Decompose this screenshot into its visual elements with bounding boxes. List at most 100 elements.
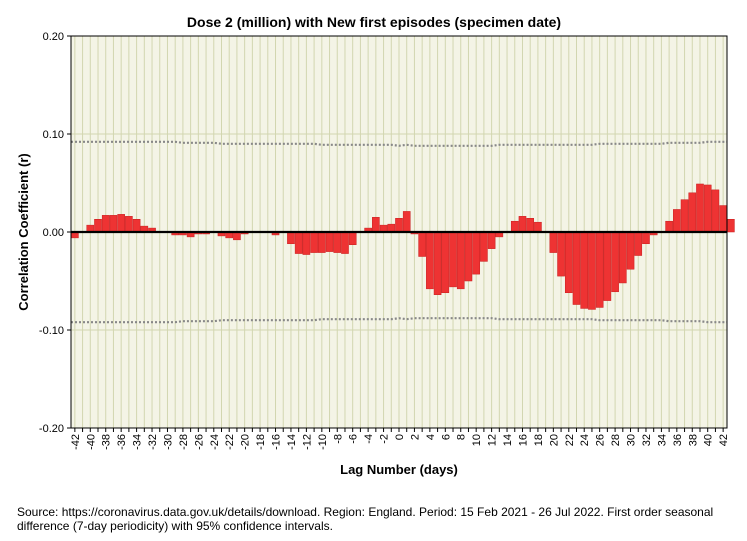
bar-lag--34 (132, 219, 141, 233)
bar-lag-41 (711, 189, 720, 233)
bar-lag-16 (518, 216, 527, 233)
bar-lag-4 (426, 231, 434, 290)
x-tick-label: -30 (162, 434, 174, 450)
bar-lag-22 (564, 231, 573, 294)
x-tick-label: 38 (687, 434, 699, 446)
bar-lag-7 (449, 231, 457, 288)
bar-lag-3 (418, 231, 426, 257)
x-tick-label: -18 (255, 434, 267, 450)
bar-lag-5 (433, 231, 442, 295)
upper-confidence-line (71, 140, 727, 147)
bar-lag-21 (557, 231, 565, 277)
x-tick-label: 16 (517, 434, 529, 446)
bar-lag-1 (402, 211, 411, 233)
x-tick-label: 30 (626, 434, 638, 446)
x-tick-label: 8 (456, 434, 468, 440)
x-tick-label: -26 (193, 434, 205, 450)
y-tick-label: 0.20 (43, 31, 64, 43)
correlogram-chart: Dose 2 (million) with New first episodes… (16, 14, 735, 477)
x-tick-label: -32 (147, 434, 159, 450)
bar-lag-36 (673, 209, 681, 233)
x-tick-label: 14 (502, 434, 514, 446)
x-tick-label: 2 (409, 434, 421, 440)
source-caption: Source: https://coronavirus.data.gov.uk/… (17, 505, 714, 533)
bar-lag--13 (294, 231, 303, 254)
bar-lag--1 (387, 223, 396, 233)
bar-lag-42 (719, 205, 727, 233)
x-tick-label: -42 (70, 434, 82, 450)
x-tick-label: -14 (286, 434, 298, 450)
bar-lag-11 (480, 231, 488, 262)
y-tick-label: -0.10 (39, 325, 64, 337)
x-axis-ticks: -42 -40 -38 -36 -34 -32 -30 -28 -26 -24 -22 -20 -18-… (70, 428, 730, 450)
x-tick-label: 34 (656, 434, 668, 446)
bar-lag-23 (572, 231, 581, 305)
x-tick-label: 20 (548, 434, 560, 446)
x-tick-label: -40 (85, 434, 97, 450)
x-tick-label: -24 (209, 434, 221, 450)
bar-lag--11 (310, 231, 318, 253)
bar-lag-32 (642, 231, 650, 245)
x-tick-label: -36 (116, 434, 128, 450)
bar-lag-39 (696, 183, 704, 233)
bar-lag--35 (125, 216, 133, 233)
bar-lag--7 (341, 231, 349, 254)
bar-lag--8 (333, 231, 342, 253)
bar-lag--6 (348, 231, 357, 245)
x-tick-label: 10 (471, 434, 483, 446)
bar-lag-17 (526, 218, 535, 233)
bar-lag-15 (510, 220, 519, 233)
bar-lag--36 (117, 214, 125, 233)
x-tick-label: -10 (317, 434, 329, 450)
x-tick-label: -12 (301, 434, 313, 450)
x-tick-label: 28 (610, 434, 622, 446)
x-tick-label: 18 (533, 434, 545, 446)
bar-lag-25 (588, 231, 596, 310)
x-tick-label: 42 (718, 434, 730, 446)
bar-lag--39 (94, 219, 102, 233)
bar-lag-27 (603, 231, 612, 301)
bar-lag-29 (619, 231, 627, 284)
bar-lag-40 (703, 184, 712, 233)
bar-lag-9 (464, 231, 473, 282)
bar-lag-0 (395, 218, 403, 233)
bar-lag--10 (318, 231, 326, 253)
x-tick-label: 32 (641, 434, 653, 446)
x-axis-label: Lag Number (days) (340, 462, 458, 477)
x-tick-label: 12 (487, 434, 499, 446)
bar-lag--3 (372, 217, 380, 233)
bar-lag--14 (287, 231, 295, 245)
bars (71, 183, 735, 310)
bar-lag-8 (456, 231, 465, 290)
x-tick-label: 40 (703, 434, 715, 446)
bar-lag--38 (101, 215, 110, 233)
x-tick-label: 36 (672, 434, 684, 446)
x-tick-label: -4 (363, 434, 375, 444)
bar-lag--21 (233, 231, 241, 241)
x-tick-label: 26 (595, 434, 607, 446)
x-tick-label: 24 (579, 434, 591, 446)
x-tick-label: -28 (178, 434, 190, 450)
bar-lag-20 (549, 231, 558, 253)
bar-lag-26 (595, 231, 604, 308)
y-tick-label: 0.00 (43, 227, 64, 239)
bar-lag-31 (634, 231, 643, 256)
x-tick-label: -8 (332, 434, 344, 444)
y-tick-label: 0.10 (43, 129, 64, 141)
x-tick-label: -34 (132, 434, 144, 450)
bar-lag-undefined (727, 219, 735, 233)
bar-lag-30 (626, 231, 635, 270)
bar-lag-18 (534, 221, 542, 233)
confidence-bands (71, 140, 727, 324)
x-tick-label: 6 (440, 434, 452, 440)
y-tick-label: -0.20 (39, 423, 64, 435)
x-tick-label: -2 (379, 434, 391, 444)
bar-lag-6 (441, 231, 450, 294)
x-tick-label: -22 (224, 434, 236, 450)
bar-lag-12 (487, 231, 496, 249)
x-tick-label: 4 (425, 434, 437, 440)
x-tick-label: -20 (240, 434, 252, 450)
lower-confidence-line (71, 317, 727, 324)
x-tick-label: -16 (271, 434, 283, 450)
x-tick-label: 22 (564, 434, 576, 446)
